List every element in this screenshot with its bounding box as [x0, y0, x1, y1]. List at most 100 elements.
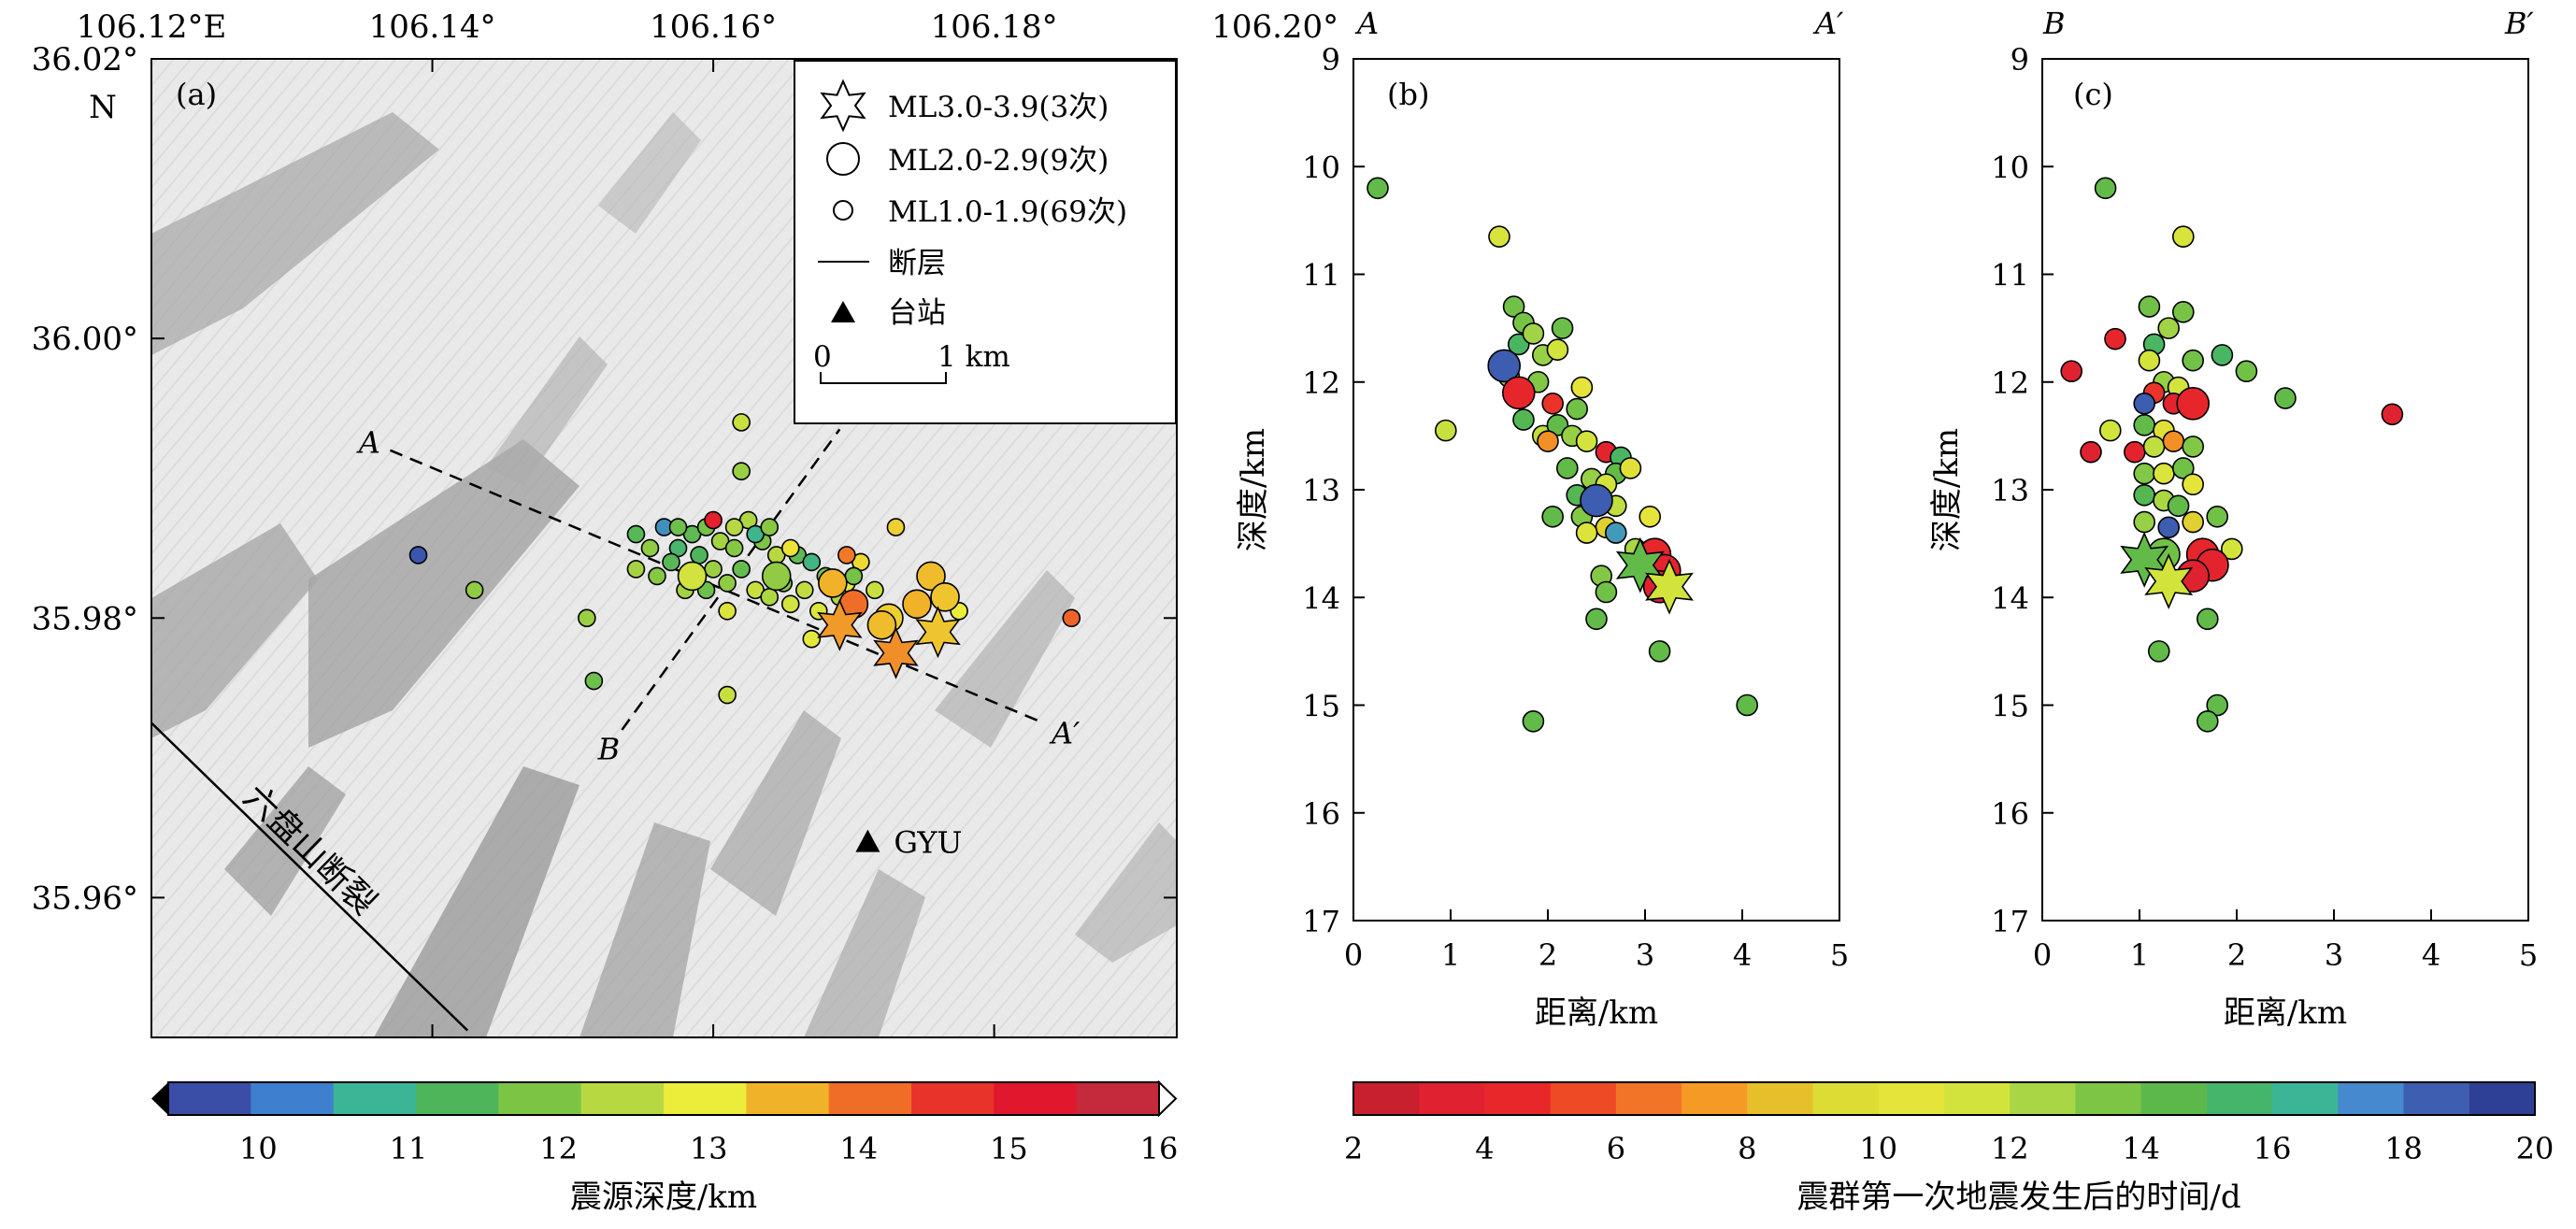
legend-fault-label: 断层 — [888, 247, 946, 280]
profile-y-tick-label: 11 — [1991, 258, 2029, 293]
event-circle — [866, 580, 884, 600]
profile-star — [2120, 531, 2169, 588]
event-circle — [902, 589, 932, 620]
profile-start-label: A — [356, 425, 380, 461]
event-circle — [578, 608, 596, 628]
event-circle — [916, 561, 946, 592]
profile-point — [2197, 709, 2219, 733]
legend-big-circle-label: ML2.0-2.9(9次) — [888, 144, 1109, 178]
profile-point — [2153, 462, 2175, 485]
event-circle — [677, 561, 708, 592]
profile-x-tick-label: 1 — [2130, 937, 2149, 973]
depth-colorbar-tick-label: 12 — [539, 1131, 578, 1166]
profile-point — [1487, 349, 1521, 383]
event-circle — [718, 574, 737, 593]
event-circle — [465, 580, 484, 600]
time-colorbar-tick-label: 16 — [2254, 1131, 2292, 1166]
profile-point — [2182, 349, 2204, 372]
map-x-tick-label: 106.16° — [650, 8, 777, 46]
profile-point — [1512, 408, 1535, 431]
map-events — [408, 293, 1081, 705]
profile-point — [2167, 494, 2190, 518]
panel-a-label: (a) — [176, 77, 217, 112]
profile-point — [1585, 607, 1608, 631]
depth-colorbar-tick-label: 13 — [690, 1131, 728, 1166]
event-circle — [1062, 608, 1081, 628]
depth-colorbar-tick-label: 15 — [990, 1131, 1028, 1166]
profile-x-tick-label: 5 — [1830, 937, 1849, 973]
time-colorbar-segment — [1812, 1082, 1880, 1115]
profile-point — [2172, 225, 2195, 248]
event-circle — [732, 560, 751, 579]
profile-point — [2060, 360, 2082, 383]
time-colorbar-segment — [2403, 1082, 2470, 1115]
profile-point — [2206, 693, 2228, 717]
profile-point — [1566, 397, 1588, 421]
time-colorbar-tick-label: 18 — [2384, 1131, 2423, 1166]
event-circle — [837, 546, 856, 564]
profile-point — [2182, 436, 2204, 458]
time-colorbar-segment — [1615, 1082, 1682, 1115]
event-circle — [408, 546, 428, 564]
event-circle — [886, 518, 906, 536]
profile-point — [1556, 457, 1579, 479]
depth-colorbar-segment — [911, 1082, 995, 1115]
time-colorbar-frame — [1352, 1081, 2536, 1116]
time-colorbar-tick-label: 12 — [1991, 1131, 2029, 1166]
profile-point — [2381, 403, 2404, 426]
profile-point — [2124, 440, 2146, 464]
profile-point — [2157, 516, 2180, 539]
event-circle — [760, 588, 780, 607]
map-y-tick-label: 35.98° — [32, 600, 138, 637]
time-colorbar-segment — [2140, 1082, 2208, 1115]
map-legend: ML3.0-3.9(3次) ML2.0-2.9(9次) ML1.0-1.9(69… — [794, 60, 1177, 424]
profile-point — [2221, 537, 2243, 561]
event-circle — [704, 560, 723, 579]
time-colorbar-segment — [1878, 1082, 1945, 1115]
profile-point — [2094, 177, 2117, 200]
profile-y-tick-label: 12 — [1302, 365, 1340, 401]
profile-point — [1546, 338, 1569, 361]
time-colorbar-segment — [1484, 1082, 1552, 1115]
profile-point — [1488, 225, 1510, 248]
profile-point — [1502, 295, 1525, 318]
profile-point — [2182, 473, 2204, 496]
profile-x-tick-label: 3 — [1636, 937, 1654, 973]
event-circle — [930, 582, 960, 612]
panel-b-label: (b) — [1387, 77, 1429, 112]
profile-point — [2138, 295, 2161, 318]
profile-x-tick-label: 1 — [1441, 937, 1460, 973]
profile-c-frame — [2041, 58, 2529, 922]
profile-b-ylabel: 深度/km — [1235, 428, 1272, 551]
profile-star — [1615, 536, 1665, 593]
map-y-tick-label: 36.00° — [32, 321, 138, 358]
profile-star — [1645, 558, 1694, 615]
event-circle — [584, 671, 604, 691]
profile-b-points — [1367, 177, 1758, 733]
profile-point — [1639, 506, 1661, 528]
time-colorbar-segment — [2206, 1082, 2273, 1115]
profile-point — [1605, 522, 1627, 544]
event-circle — [780, 538, 800, 558]
legend-small-circle — [833, 200, 853, 221]
profile-x-tick-label: 0 — [2033, 937, 2052, 973]
profile-point — [2172, 457, 2195, 479]
depth-colorbar-segment — [580, 1082, 665, 1115]
event-circle — [668, 518, 688, 536]
map-north-unit: N — [89, 89, 117, 126]
depth-colorbar-segment — [416, 1082, 499, 1115]
legend-station-label: 台站 — [888, 296, 946, 330]
event-circle — [760, 518, 780, 536]
station-triangle — [855, 829, 880, 852]
profile-point — [1648, 640, 1671, 663]
profile-point — [1522, 322, 1545, 345]
profile-c-ylabel: 深度/km — [1928, 428, 1966, 551]
profile-point — [1575, 430, 1598, 452]
event-circle — [718, 602, 737, 621]
profile-star — [2144, 553, 2194, 609]
map-x-tick-label: 106.20° — [1211, 8, 1338, 46]
time-colorbar-segment — [2338, 1082, 2405, 1115]
profile-point — [1736, 693, 1758, 717]
profile-point — [1551, 317, 1574, 339]
